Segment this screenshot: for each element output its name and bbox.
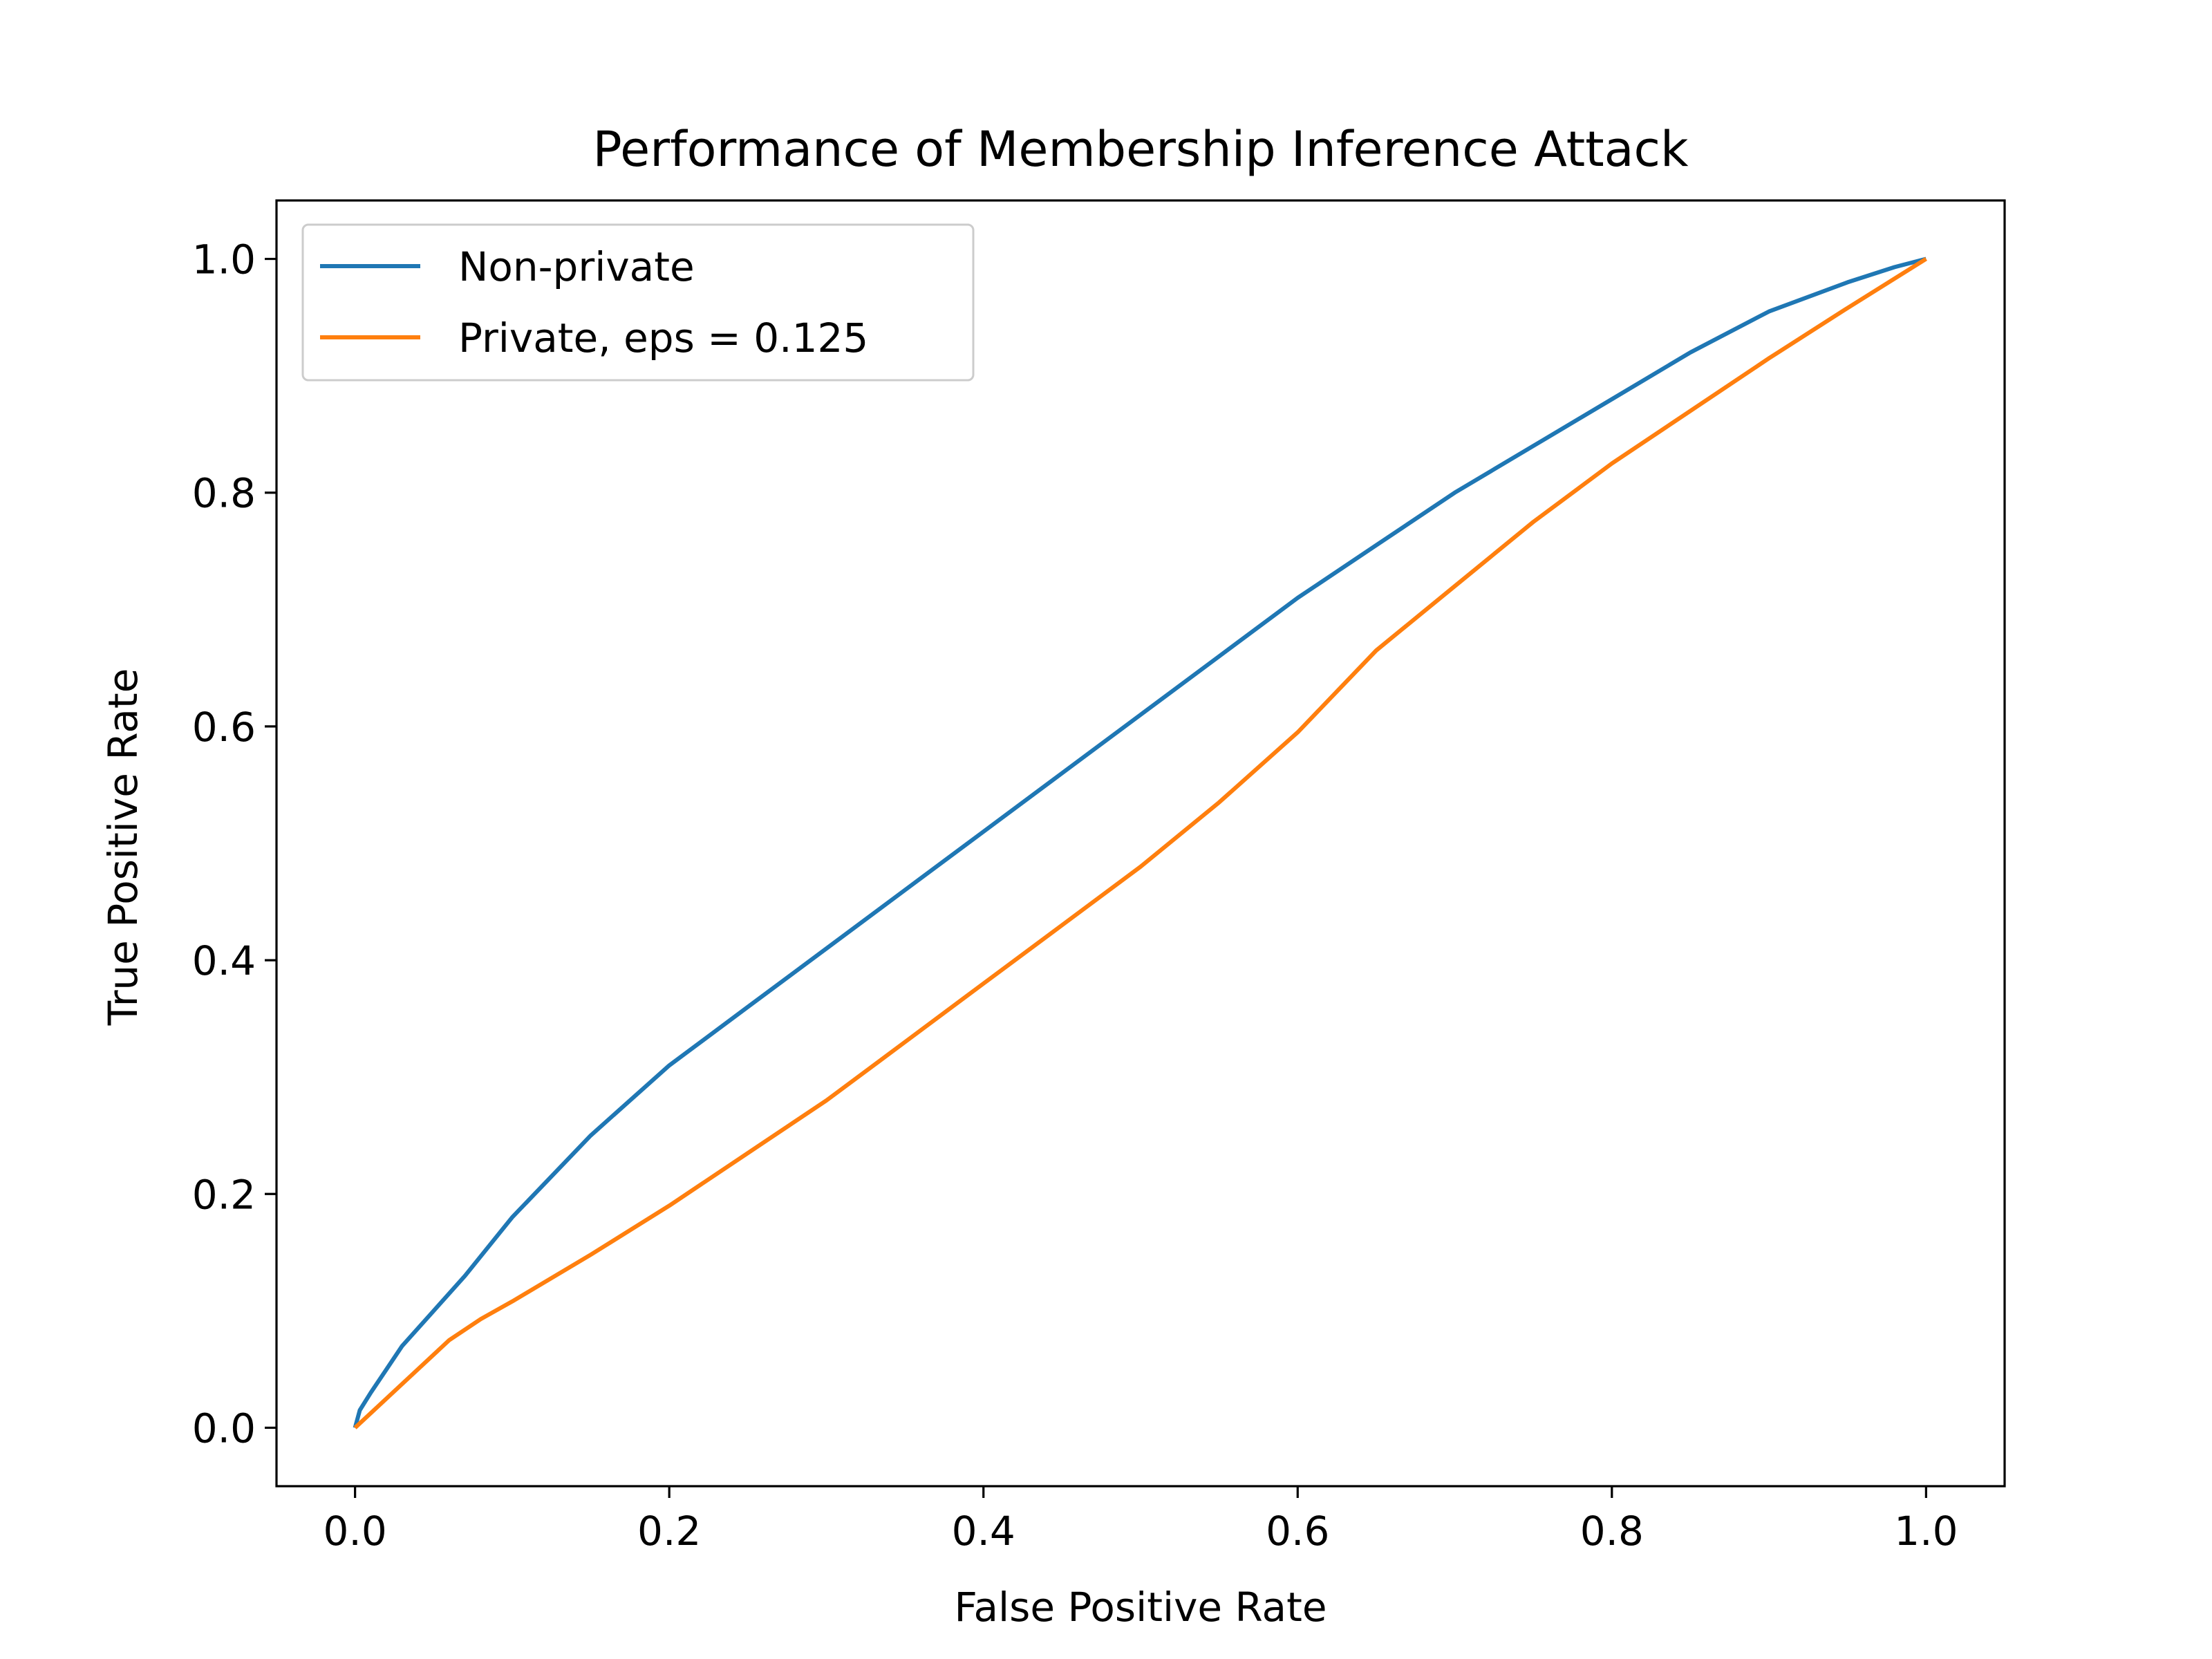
legend: Non-private Private, eps = 0.125 <box>301 223 975 382</box>
x-axis-label: False Positive Rate <box>954 1584 1327 1631</box>
x-tick-label: 1.0 <box>1894 1508 1958 1555</box>
x-tick-label: 0.0 <box>324 1508 387 1555</box>
x-tick-label: 0.4 <box>952 1508 1015 1555</box>
plot-frame <box>275 199 2006 1488</box>
y-tick-label: 0.8 <box>192 470 256 517</box>
y-tick-label: 0.6 <box>192 704 256 751</box>
legend-label-private: Private, eps = 0.125 <box>458 315 868 362</box>
y-tick-label: 0.0 <box>192 1405 256 1452</box>
chart-title: Performance of Membership Inference Atta… <box>592 121 1689 178</box>
y-tick-label: 0.2 <box>192 1171 256 1218</box>
x-tick-label: 0.8 <box>1580 1508 1644 1555</box>
y-tick-label: 1.0 <box>192 236 256 283</box>
y-tick-label: 0.4 <box>192 937 256 984</box>
x-tick-label: 0.2 <box>637 1508 701 1555</box>
legend-label-non-private: Non-private <box>458 243 695 290</box>
plot-area: 0.0 0.2 0.4 0.6 0.8 1.0 0.0 0.2 0.4 0.6 0.8 1.0 <box>192 199 2006 1555</box>
series-line-private <box>353 256 1927 1430</box>
x-tick-label: 0.6 <box>1266 1508 1329 1555</box>
y-axis-label: True Positive Rate <box>100 668 147 1027</box>
legend-box <box>301 223 975 382</box>
series-line-non-private <box>353 256 1927 1429</box>
